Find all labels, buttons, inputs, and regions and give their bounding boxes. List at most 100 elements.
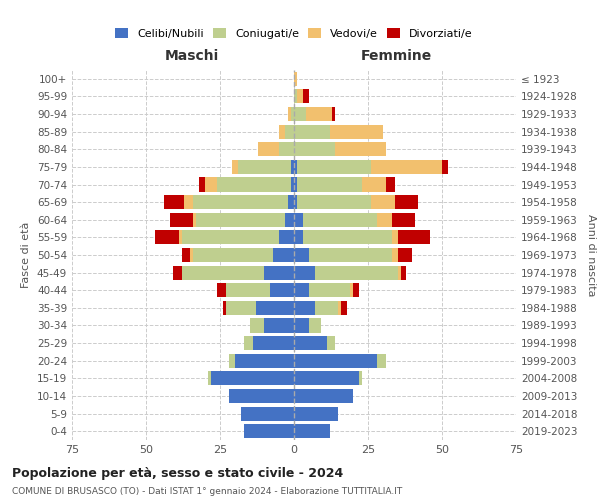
Bar (193, 248, 273, 262)
Bar (182, 266, 265, 280)
Bar (309, 283, 350, 298)
Bar (285, 124, 294, 138)
Bar (184, 195, 193, 209)
Bar (315, 301, 338, 315)
Bar (398, 248, 412, 262)
Bar (338, 301, 341, 315)
Bar (250, 318, 265, 332)
Bar (395, 195, 418, 209)
Bar (294, 354, 377, 368)
Bar (179, 230, 182, 244)
Y-axis label: Fasce di età: Fasce di età (22, 222, 31, 288)
Bar (244, 424, 294, 438)
Bar (332, 107, 335, 121)
Bar (294, 406, 338, 420)
Bar (294, 266, 315, 280)
Bar (294, 178, 297, 192)
Text: COMUNE DI BRUSASCO (TO) - Dati ISTAT 1° gennaio 2024 - Elaborazione TUTTITALIA.I: COMUNE DI BRUSASCO (TO) - Dati ISTAT 1° … (12, 488, 402, 496)
Bar (329, 124, 383, 138)
Bar (401, 266, 406, 280)
Bar (294, 389, 353, 403)
Bar (350, 283, 353, 298)
Bar (335, 142, 386, 156)
Bar (362, 178, 386, 192)
Bar (208, 372, 211, 386)
Bar (285, 212, 294, 227)
Bar (294, 230, 303, 244)
Bar (173, 266, 182, 280)
Bar (371, 160, 442, 174)
Bar (377, 354, 386, 368)
Bar (229, 354, 235, 368)
Bar (294, 160, 297, 174)
Bar (291, 107, 294, 121)
Legend: Celibi/Nubili, Coniugati/e, Vedovi/e, Divorziati/e: Celibi/Nubili, Coniugati/e, Vedovi/e, Di… (111, 24, 477, 44)
Bar (259, 142, 279, 156)
Bar (271, 283, 294, 298)
Bar (205, 178, 217, 192)
Bar (196, 212, 285, 227)
Bar (265, 266, 294, 280)
Bar (226, 301, 256, 315)
Bar (190, 248, 193, 262)
Bar (256, 301, 294, 315)
Bar (199, 178, 205, 192)
Bar (244, 336, 253, 350)
Bar (193, 195, 288, 209)
Bar (253, 336, 294, 350)
Bar (303, 90, 309, 104)
Bar (309, 248, 392, 262)
Bar (297, 178, 362, 192)
Bar (371, 195, 395, 209)
Bar (392, 212, 415, 227)
Bar (341, 301, 347, 315)
Bar (294, 72, 297, 86)
Bar (226, 283, 271, 298)
Bar (217, 283, 226, 298)
Bar (294, 301, 315, 315)
Bar (288, 195, 294, 209)
Bar (229, 389, 294, 403)
Bar (279, 124, 285, 138)
Bar (217, 178, 291, 192)
Bar (294, 424, 329, 438)
Bar (294, 318, 309, 332)
Bar (279, 230, 294, 244)
Bar (223, 301, 226, 315)
Bar (273, 248, 294, 262)
Bar (392, 230, 398, 244)
Bar (359, 372, 362, 386)
Bar (294, 372, 359, 386)
Text: Maschi: Maschi (165, 48, 219, 62)
Bar (326, 336, 335, 350)
Bar (294, 90, 297, 104)
Bar (398, 230, 430, 244)
Text: Popolazione per età, sesso e stato civile - 2024: Popolazione per età, sesso e stato civil… (12, 468, 343, 480)
Bar (297, 195, 371, 209)
Bar (377, 212, 392, 227)
Bar (164, 195, 184, 209)
Bar (294, 124, 329, 138)
Bar (353, 283, 359, 298)
Bar (182, 230, 279, 244)
Bar (297, 90, 303, 104)
Bar (303, 230, 392, 244)
Bar (442, 160, 448, 174)
Bar (241, 406, 294, 420)
Bar (155, 230, 179, 244)
Text: Femmine: Femmine (361, 48, 432, 62)
Bar (294, 142, 335, 156)
Bar (315, 266, 398, 280)
Bar (386, 178, 395, 192)
Bar (288, 107, 291, 121)
Bar (279, 142, 294, 156)
Bar (294, 212, 303, 227)
Bar (193, 212, 196, 227)
Bar (182, 248, 190, 262)
Y-axis label: Anni di nascita: Anni di nascita (586, 214, 596, 296)
Bar (306, 107, 332, 121)
Bar (265, 318, 294, 332)
Bar (291, 160, 294, 174)
Bar (232, 160, 238, 174)
Bar (238, 160, 291, 174)
